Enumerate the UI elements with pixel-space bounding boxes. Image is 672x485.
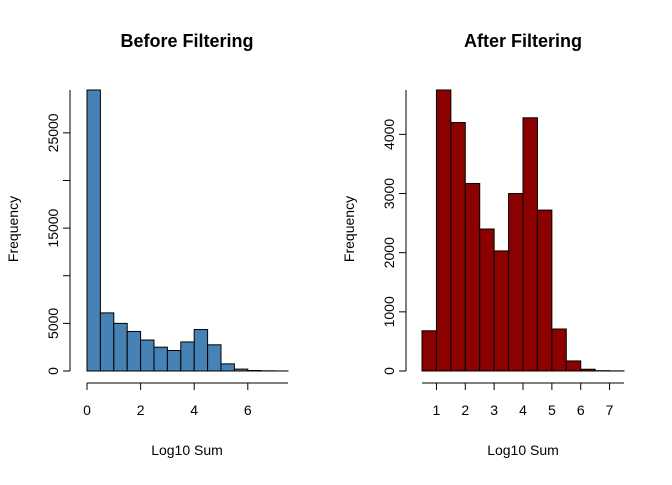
after-filtering-title: After Filtering [464,31,582,51]
after-filtering-bar [436,90,450,371]
after-filtering-y-axis: 0 1000 2000 3000 4000 [381,90,406,375]
after-filtering-x-tick-label: 5 [548,402,556,418]
before-filtering-bar [100,313,113,371]
before-filtering-y-axis: 0 5000 15000 25000 [45,90,70,375]
before-filtering-bar [221,364,234,371]
before-filtering-y-tick-label: 25000 [45,113,61,152]
after-filtering-y-tick-label: 4000 [381,119,397,150]
before-filtering-bar [208,345,221,371]
after-filtering-bar [552,329,566,371]
after-filtering-x-tick-label: 1 [433,402,441,418]
before-filtering-ylabel: Frequency [5,196,21,262]
after-filtering-x-tick-label: 7 [606,402,614,418]
before-filtering-x-tick-label: 6 [244,402,252,418]
after-filtering-x-tick-label: 6 [577,402,585,418]
before-filtering-bars [87,90,288,371]
before-filtering-xlabel: Log10 Sum [151,442,223,458]
before-filtering-y-tick-label: 15000 [45,208,61,247]
after-filtering-x-tick-label: 3 [490,402,498,418]
after-filtering-bar [465,183,479,371]
before-filtering-y-tick-label: 0 [45,367,61,375]
after-filtering-bar [566,361,580,371]
after-filtering-x-tick-label: 4 [519,402,527,418]
after-filtering-bar [422,331,436,371]
after-filtering-bar [451,123,465,371]
before-filtering-x-tick-label: 2 [137,402,145,418]
before-filtering-bar [167,351,180,371]
before-filtering-bar [87,90,100,371]
after-filtering-y-tick-label: 3000 [381,178,397,209]
after-filtering-panel: After Filtering Log10 Sum Frequency 1 2 3 4… [341,31,624,458]
before-filtering-x-tick-label: 0 [83,402,91,418]
after-filtering-bar [581,369,595,371]
after-filtering-y-tick-label: 2000 [381,237,397,268]
after-filtering-xlabel: Log10 Sum [487,442,559,458]
after-filtering-y-tick-label: 0 [381,367,397,375]
before-filtering-title: Before Filtering [120,31,253,51]
before-filtering-x-axis: 0 2 4 6 [83,383,288,418]
after-filtering-x-tick-label: 2 [461,402,469,418]
before-filtering-y-tick-label: 5000 [45,308,61,339]
after-filtering-x-axis: 1 2 3 4 5 6 7 [422,383,624,418]
after-filtering-bar [537,210,551,371]
before-filtering-bar [194,330,207,371]
before-filtering-bar [127,331,140,371]
before-filtering-bar [141,340,154,371]
after-filtering-bars [422,90,624,371]
before-filtering-x-tick-label: 4 [190,402,198,418]
after-filtering-ylabel: Frequency [341,196,357,262]
after-filtering-bar [494,251,508,371]
after-filtering-y-tick-label: 1000 [381,296,397,327]
after-filtering-bar [523,118,537,371]
before-filtering-bar [234,369,247,371]
before-filtering-bar [154,347,167,371]
before-filtering-bar [114,323,127,371]
after-filtering-bar [509,194,523,371]
before-filtering-panel: Before Filtering Log10 Sum Frequency 0 2 4… [5,31,288,458]
after-filtering-bar [480,229,494,371]
before-filtering-bar [181,342,194,371]
